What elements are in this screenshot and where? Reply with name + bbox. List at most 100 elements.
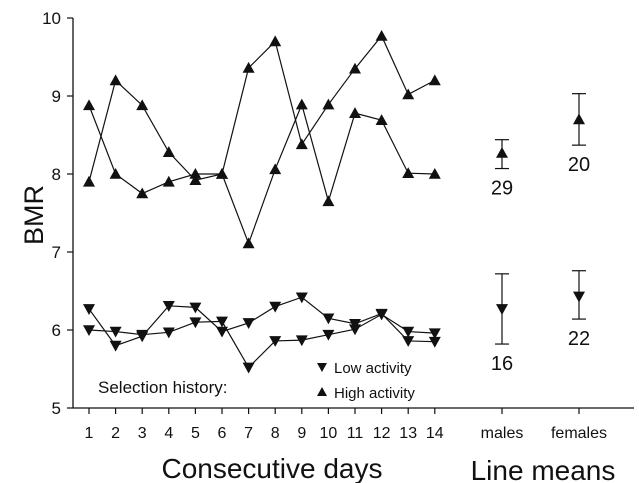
y-axis-label: BMR [19, 185, 49, 245]
series-low-2 [83, 292, 441, 352]
data-point [136, 187, 149, 199]
x-ticks: 1 2 3 4 5 6 7 8 9 10 11 12 13 14 males females [85, 408, 607, 442]
data-point [295, 138, 308, 150]
data-point [189, 168, 202, 179]
data-point [242, 61, 255, 73]
x-tick-label: 11 [347, 425, 364, 442]
x-axis-label: Consecutive days [161, 453, 382, 483]
axes [72, 18, 634, 409]
data-point [295, 335, 308, 347]
data-point [242, 318, 255, 329]
data-point [322, 329, 335, 341]
data-point [216, 326, 228, 338]
y-tick-label: 7 [52, 243, 61, 262]
line-means-layer: 29 20 16 22 [491, 93, 590, 375]
series-line [88, 34, 436, 182]
y-tick-label: 9 [52, 87, 61, 106]
data-point [402, 326, 415, 338]
data-point [349, 107, 361, 118]
legend: Selection history: Low activity High act… [98, 360, 415, 402]
y-tick-label: 10 [42, 9, 61, 28]
data-point [428, 336, 441, 348]
data-point [375, 29, 388, 41]
data-point [269, 35, 282, 47]
mean-marker [573, 113, 585, 125]
x-tick-label: 10 [320, 425, 338, 442]
data-point [428, 328, 441, 340]
legend-marker-high [317, 387, 327, 396]
mean-males-low: 16 [491, 273, 513, 375]
data-point [375, 114, 388, 125]
data-point [322, 98, 335, 110]
data-point [242, 237, 255, 249]
data-point [216, 316, 228, 328]
data-point [83, 304, 95, 315]
data-point [349, 62, 361, 74]
series-high-0 [83, 98, 441, 249]
data-point [83, 99, 95, 111]
mean-females-high: 20 [568, 93, 590, 176]
data-point [295, 98, 308, 110]
sample-size-label: 16 [491, 353, 513, 375]
data-point [162, 301, 175, 312]
data-point [242, 362, 255, 374]
data-point [162, 175, 175, 187]
mean-males-high: 29 [491, 139, 513, 200]
data-point [349, 318, 361, 330]
data-point [428, 168, 441, 179]
mean-column-label: males [481, 425, 524, 442]
data-point [109, 340, 122, 352]
y-tick-label: 6 [52, 321, 61, 340]
data-point [83, 325, 95, 336]
y-ticks: 5 6 7 8 9 10 [42, 9, 73, 418]
data-point [109, 326, 122, 338]
x-tick-label: 14 [426, 425, 444, 442]
x-tick-label: 3 [138, 425, 147, 442]
series-high-1 [83, 29, 441, 187]
series-layer [83, 29, 441, 374]
data-point [162, 146, 175, 157]
data-point [322, 313, 335, 325]
legend-label-low: Low activity [334, 360, 412, 377]
data-point [322, 195, 335, 207]
legend-label-high: High activity [334, 385, 415, 402]
series-low-3 [83, 309, 441, 374]
x-tick-label: 13 [399, 425, 417, 442]
x-tick-label: 7 [244, 425, 253, 442]
mean-females-low: 22 [568, 270, 590, 350]
data-point [269, 163, 282, 175]
sample-size-label: 22 [568, 328, 590, 350]
data-point [216, 168, 228, 179]
legend-title: Selection history: [98, 378, 227, 397]
means-axis-label: Line means [471, 455, 616, 483]
data-point [428, 74, 441, 86]
data-point [189, 174, 202, 186]
data-point [402, 336, 415, 347]
legend-markers [317, 363, 327, 396]
data-point [162, 327, 175, 339]
data-point [349, 324, 361, 336]
data-point [136, 329, 149, 341]
y-tick-label: 5 [52, 399, 61, 418]
series-line [88, 313, 435, 369]
data-point [189, 302, 202, 314]
data-point [109, 168, 122, 179]
series-line [88, 102, 435, 246]
mean-marker [496, 146, 508, 158]
data-point [136, 99, 149, 111]
x-tick-label: 2 [111, 425, 120, 442]
y-tick-label: 8 [52, 165, 61, 184]
data-point [189, 317, 202, 329]
sample-size-label: 20 [568, 154, 590, 176]
legend-marker-low [317, 363, 327, 372]
x-tick-label: 4 [164, 425, 173, 442]
x-tick-label: 6 [218, 425, 227, 442]
data-point [269, 336, 282, 347]
sample-size-label: 29 [491, 178, 513, 200]
data-point [83, 175, 95, 187]
data-point [402, 167, 415, 179]
mean-marker [573, 291, 585, 303]
data-point [295, 292, 308, 304]
data-point [402, 88, 415, 100]
